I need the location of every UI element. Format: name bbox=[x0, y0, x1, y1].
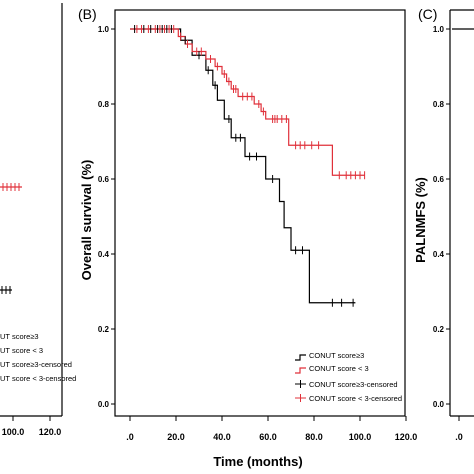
right-y-tick-label: 1.0 bbox=[433, 25, 445, 34]
right-y-tick-label: 0.0 bbox=[433, 400, 445, 409]
right-y-tick-label: 0.2 bbox=[433, 325, 445, 334]
series-line-conut-low bbox=[130, 28, 365, 176]
left-legend-item: UT score≥3-censored bbox=[0, 360, 72, 369]
legend-label: CONUT score < 3 bbox=[309, 364, 369, 373]
panel-label-c: (C) bbox=[418, 6, 437, 22]
center-panel: (B) 0.0 0.2 0.4 0.6 0.8 1.0 .0 20.0 40.0 60.0 80.0… bbox=[78, 6, 417, 469]
series bbox=[130, 28, 365, 304]
x-tick-label: 120.0 bbox=[395, 432, 418, 442]
left-black-censor-marks bbox=[1, 286, 11, 294]
left-x-tick-label: 120.0 bbox=[39, 427, 62, 437]
right-y-tick-label: 0.4 bbox=[433, 250, 445, 259]
legend-label: CONUT score≥3 bbox=[309, 351, 364, 360]
right-y-tick-label: 0.6 bbox=[433, 175, 445, 184]
series-line-conut-high bbox=[130, 28, 356, 304]
plot-frame bbox=[114, 9, 406, 417]
right-y-tick-label: 0.8 bbox=[433, 100, 445, 109]
right-y-axis-title: PALNMFS (%) bbox=[413, 177, 428, 263]
left-red-censor-marks bbox=[2, 183, 20, 191]
x-tick-label: 60.0 bbox=[259, 432, 277, 442]
y-axis-title: Overall survival (%) bbox=[79, 160, 94, 281]
y-tick-label: 1.0 bbox=[98, 25, 110, 34]
legend: CONUT score≥3 CONUT score < 3 CONUT scor… bbox=[295, 351, 402, 403]
left-legend-item: UT score < 3 bbox=[0, 346, 43, 355]
legend-swatch-censor bbox=[295, 394, 306, 402]
left-legend-item: UT score < 3-censored bbox=[0, 374, 76, 383]
left-x-tick-label: 100.0 bbox=[2, 427, 25, 437]
censor-marks bbox=[134, 25, 366, 307]
left-panel: 100.0 120.0 UT score≥3 UT score < 3 UT s… bbox=[0, 3, 76, 437]
legend-swatch-line bbox=[295, 367, 306, 374]
legend-swatch-line bbox=[295, 354, 306, 361]
right-panel: (C) PALNMFS (%) 1.0 0.8 0.6 0.4 0.2 0.0 … bbox=[413, 6, 474, 442]
y-tick-label: 0.2 bbox=[98, 325, 110, 334]
right-y-ticks bbox=[446, 28, 450, 405]
legend-label: CONUT score < 3-censored bbox=[309, 394, 402, 403]
legend-label: CONUT score≥3-censored bbox=[309, 380, 398, 389]
x-tick-label: 100.0 bbox=[349, 432, 372, 442]
legend-swatch-censor bbox=[295, 380, 306, 388]
y-tick-label: 0.8 bbox=[98, 100, 110, 109]
x-tick-label: 40.0 bbox=[213, 432, 231, 442]
x-axis-title: Time (months) bbox=[213, 454, 302, 469]
x-tick-label: .0 bbox=[126, 432, 134, 442]
left-legend-item: UT score≥3 bbox=[0, 332, 39, 341]
y-tick-label: 0.6 bbox=[98, 175, 110, 184]
axes: 0.0 0.2 0.4 0.6 0.8 1.0 .0 20.0 40.0 60.0 80.0 100.… bbox=[98, 25, 417, 442]
x-tick-label: 20.0 bbox=[167, 432, 185, 442]
y-tick-label: 0.0 bbox=[98, 400, 110, 409]
y-tick-label: 0.4 bbox=[98, 250, 110, 259]
x-tick-label: 80.0 bbox=[305, 432, 323, 442]
right-x-tick-label: .0 bbox=[455, 432, 463, 442]
panel-label-b: (B) bbox=[78, 6, 97, 22]
